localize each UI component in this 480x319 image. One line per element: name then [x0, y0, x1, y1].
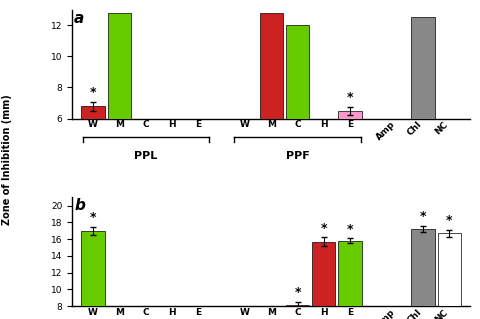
Bar	[438, 233, 461, 306]
Text: *: *	[321, 222, 327, 235]
Text: *: *	[347, 223, 353, 235]
Text: b: b	[74, 198, 85, 213]
Bar	[81, 231, 105, 306]
Text: *: *	[90, 86, 96, 99]
Bar	[338, 241, 362, 306]
Bar	[260, 13, 283, 119]
Text: Zone of Inhibition (mm): Zone of Inhibition (mm)	[2, 94, 12, 225]
Bar	[312, 241, 336, 306]
Bar	[286, 25, 309, 119]
Bar	[411, 17, 435, 119]
Text: *: *	[347, 91, 353, 104]
Text: *: *	[420, 210, 426, 223]
Bar	[108, 13, 131, 119]
Text: a: a	[74, 11, 84, 26]
Text: *: *	[90, 211, 96, 224]
Bar	[81, 106, 105, 119]
Text: PPF: PPF	[286, 151, 310, 161]
Text: PPL: PPL	[134, 151, 157, 161]
Bar	[286, 305, 309, 306]
Text: *: *	[294, 286, 301, 299]
Text: *: *	[446, 214, 453, 227]
Bar	[411, 229, 435, 306]
Bar	[338, 111, 362, 119]
